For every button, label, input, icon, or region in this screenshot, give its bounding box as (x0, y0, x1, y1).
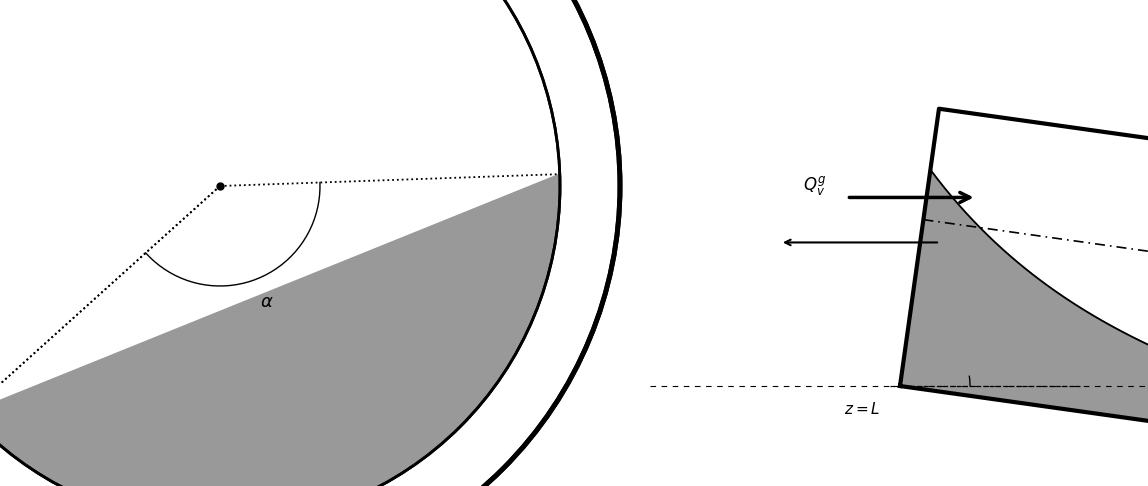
Text: $\theta$: $\theta$ (1000, 356, 1011, 374)
Polygon shape (900, 170, 1148, 486)
Text: $z=L$: $z=L$ (844, 401, 881, 417)
Polygon shape (900, 109, 1148, 486)
Polygon shape (0, 174, 560, 486)
Text: $\alpha$: $\alpha$ (259, 293, 273, 311)
Circle shape (0, 0, 620, 486)
Text: $Q_v^g$: $Q_v^g$ (804, 174, 827, 197)
